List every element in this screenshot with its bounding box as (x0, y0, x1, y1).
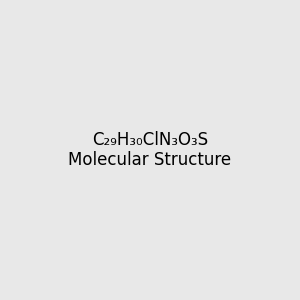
Text: C₂₉H₃₀ClN₃O₃S
Molecular Structure: C₂₉H₃₀ClN₃O₃S Molecular Structure (68, 130, 232, 170)
